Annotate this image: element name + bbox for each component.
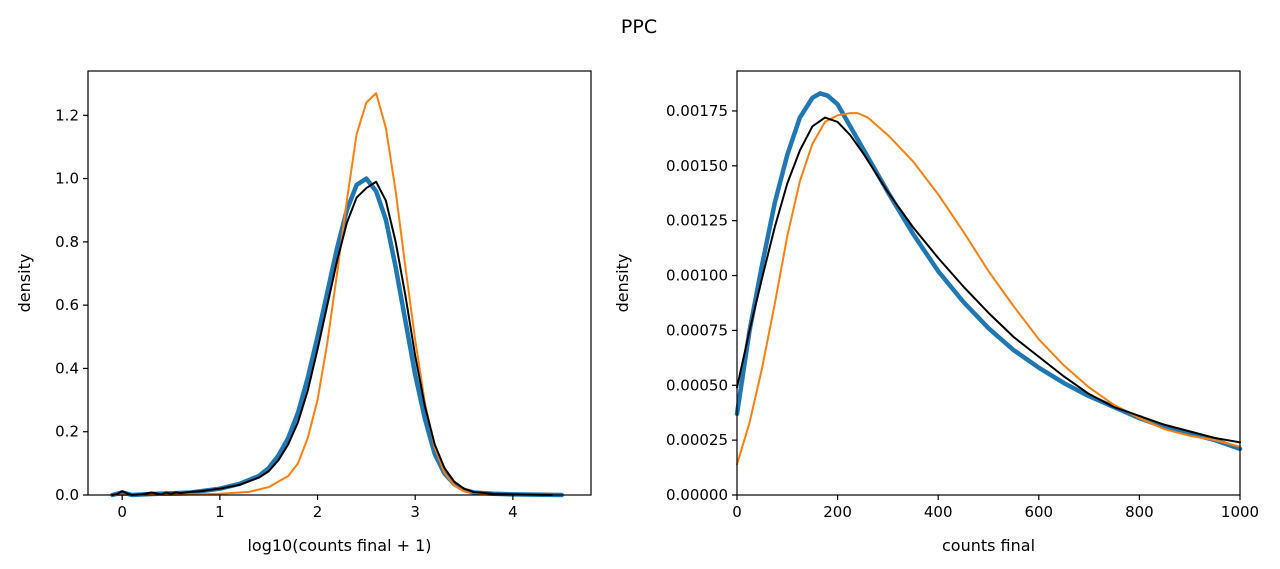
y-tick-label: 0.00025	[666, 431, 728, 449]
x-tick-label: 4	[508, 503, 518, 521]
x-tick-label: 0	[117, 503, 127, 521]
x-tick-label: 400	[924, 503, 953, 521]
x-tick-label: 200	[823, 503, 852, 521]
y-tick-label: 0.8	[55, 233, 79, 251]
x-tick-label: 1	[215, 503, 225, 521]
y-tick-label: 0.00125	[666, 212, 728, 230]
y-tick-label: 0.00150	[666, 157, 728, 175]
y-tick-label: 0.6	[55, 296, 79, 314]
series-line-2	[111, 92, 553, 496]
y-tick-label: 0.2	[55, 423, 79, 441]
y-tick-label: 0.00050	[666, 376, 728, 394]
right-density-plot: 0 200 400 600 800 1000 0.00000 0.00025 0.00050 0.…	[613, 70, 1259, 555]
y-tick-label: 1.2	[55, 106, 79, 124]
y-tick-label: 0.00100	[666, 267, 728, 285]
y-tick-label: 0.4	[55, 359, 79, 377]
x-tick-label: 2	[313, 503, 323, 521]
axes-frame	[87, 70, 592, 496]
left-density-plot: 0 1 2 3 4 0.0 0.2 0.4 0.6 0.8 1.0 1.2 log10(counts f…	[15, 70, 592, 555]
series-line-2	[736, 112, 1241, 466]
axes-frame	[736, 70, 1241, 496]
series-line-3	[736, 116, 1241, 444]
y-tick-label: 0.00000	[666, 486, 728, 504]
x-tick-label: 600	[1024, 503, 1053, 521]
y-axis-label: density	[15, 254, 34, 313]
y-axis-label: density	[613, 254, 632, 313]
y-tick-label: 0.00075	[666, 321, 728, 339]
series-line-1	[110, 176, 564, 498]
y-tick-label: 0.00175	[666, 102, 728, 120]
x-axis-label: log10(counts final + 1)	[247, 536, 431, 555]
y-tick-label: 1.0	[55, 170, 79, 188]
x-tick-label: 1000	[1221, 503, 1259, 521]
x-tick-label: 800	[1125, 503, 1154, 521]
figure-title: PPC	[621, 16, 657, 38]
y-tick-label: 0.0	[55, 486, 79, 504]
series-line-3	[111, 180, 553, 496]
x-tick-label: 3	[410, 503, 420, 521]
x-axis-label: counts final	[942, 536, 1035, 555]
x-tick-label: 0	[732, 503, 742, 521]
